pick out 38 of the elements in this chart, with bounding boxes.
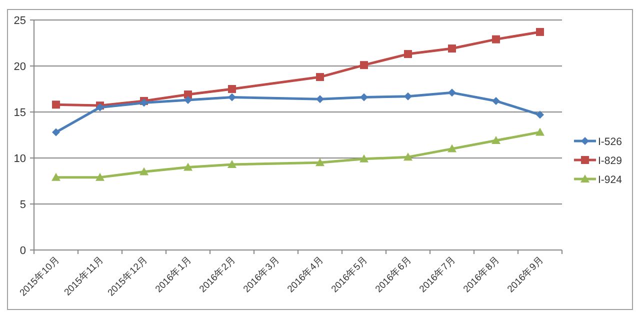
- point: [536, 110, 544, 119]
- point: [228, 93, 236, 102]
- point: [448, 44, 456, 53]
- point: [404, 50, 412, 58]
- y-tick-label: 5: [20, 199, 26, 211]
- point: [96, 172, 104, 181]
- y-tick-label: 15: [14, 107, 26, 119]
- y-tick-label: 25: [14, 15, 26, 27]
- point: [228, 85, 236, 93]
- point: [404, 152, 412, 161]
- legend-label: I-924: [598, 174, 622, 186]
- point: [448, 144, 456, 152]
- y-tick-label: 10: [14, 153, 26, 165]
- point: [448, 88, 456, 97]
- point: [492, 35, 500, 44]
- point: [184, 162, 192, 171]
- point: [492, 136, 500, 144]
- y-tick-label: 20: [14, 61, 26, 73]
- point: [52, 100, 60, 109]
- point: [536, 28, 544, 36]
- point: [316, 95, 324, 104]
- point: [404, 92, 412, 100]
- point: [52, 128, 60, 136]
- point: [316, 158, 324, 166]
- point: [492, 96, 500, 105]
- y-tick-label: 0: [20, 245, 26, 257]
- point: [140, 167, 148, 176]
- point: [536, 128, 544, 136]
- point: [228, 160, 236, 168]
- point: [360, 93, 368, 102]
- legend-label: I-526: [598, 136, 622, 148]
- point: [184, 90, 192, 99]
- point: [316, 73, 324, 82]
- point: [52, 172, 60, 181]
- legend-label: I-829: [598, 155, 622, 167]
- point: [184, 96, 192, 104]
- point: [360, 154, 368, 162]
- point: [360, 61, 368, 70]
